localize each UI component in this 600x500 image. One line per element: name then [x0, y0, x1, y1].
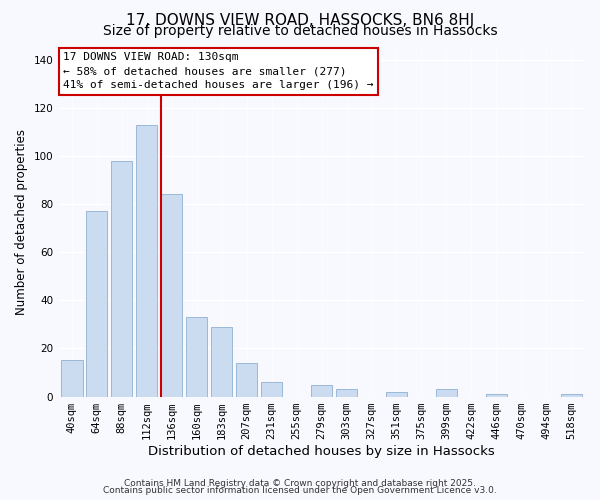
- Text: Size of property relative to detached houses in Hassocks: Size of property relative to detached ho…: [103, 24, 497, 38]
- Bar: [86, 211, 107, 396]
- Text: Contains HM Land Registry data © Crown copyright and database right 2025.: Contains HM Land Registry data © Crown c…: [124, 478, 476, 488]
- Bar: [211, 327, 232, 396]
- Text: 17 DOWNS VIEW ROAD: 130sqm
← 58% of detached houses are smaller (277)
41% of sem: 17 DOWNS VIEW ROAD: 130sqm ← 58% of deta…: [63, 52, 374, 90]
- Y-axis label: Number of detached properties: Number of detached properties: [15, 129, 28, 315]
- Bar: [386, 392, 407, 396]
- Text: Contains public sector information licensed under the Open Government Licence v3: Contains public sector information licen…: [103, 486, 497, 495]
- Bar: [436, 390, 457, 396]
- Bar: [486, 394, 507, 396]
- X-axis label: Distribution of detached houses by size in Hassocks: Distribution of detached houses by size …: [148, 444, 495, 458]
- Bar: [186, 317, 208, 396]
- Bar: [61, 360, 83, 396]
- Bar: [261, 382, 282, 396]
- Bar: [560, 394, 582, 396]
- Bar: [136, 124, 157, 396]
- Bar: [111, 160, 133, 396]
- Bar: [311, 384, 332, 396]
- Text: 17, DOWNS VIEW ROAD, HASSOCKS, BN6 8HJ: 17, DOWNS VIEW ROAD, HASSOCKS, BN6 8HJ: [126, 12, 474, 28]
- Bar: [161, 194, 182, 396]
- Bar: [336, 390, 357, 396]
- Bar: [236, 363, 257, 396]
